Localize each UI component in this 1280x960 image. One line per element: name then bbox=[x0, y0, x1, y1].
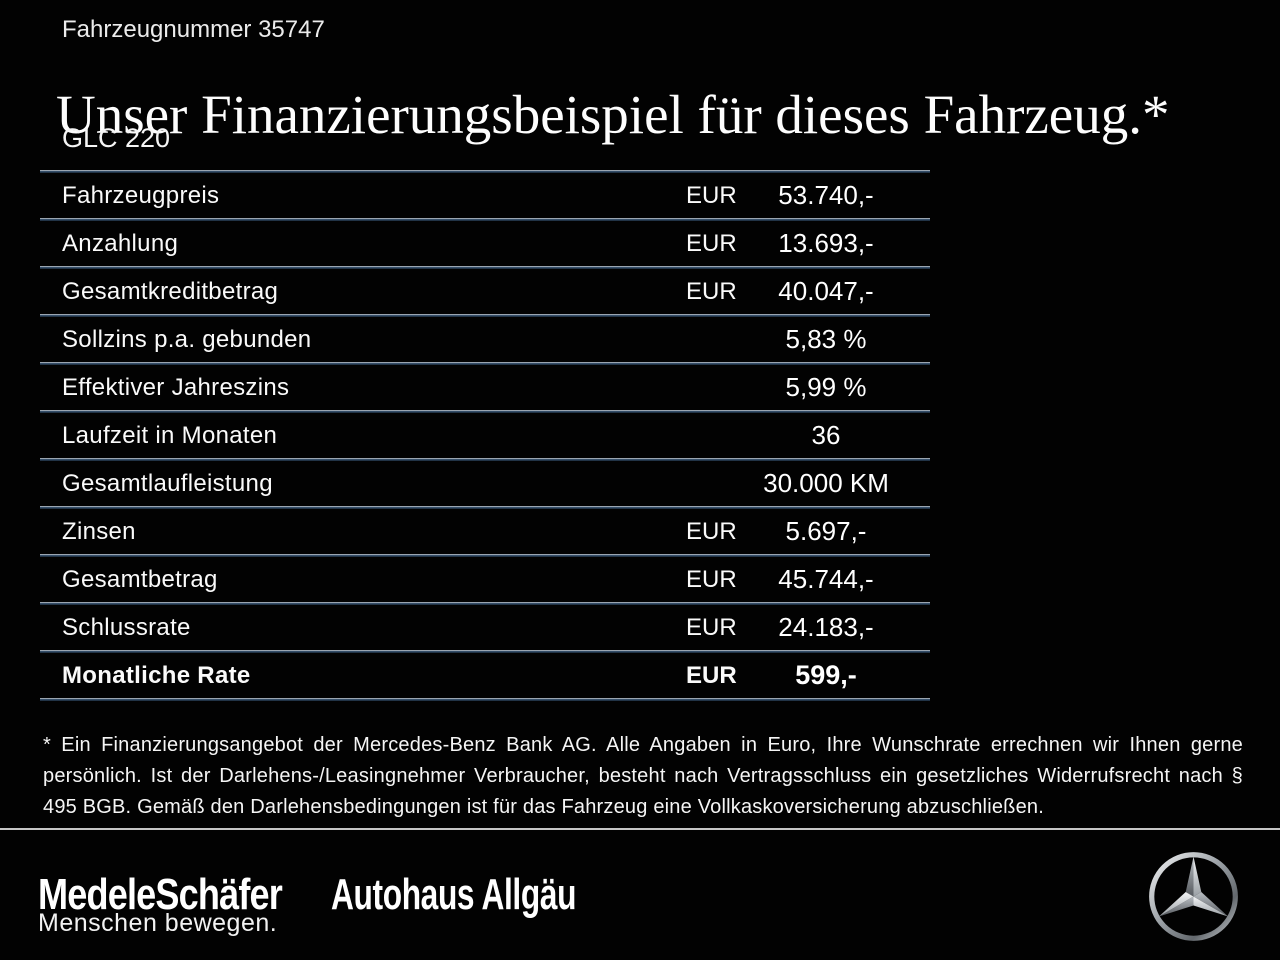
vehicle-model: GLC 220 bbox=[62, 123, 171, 153]
row-label: Laufzeit in Monaten bbox=[62, 421, 278, 449]
row-label: Effektiver Jahreszins bbox=[62, 373, 290, 401]
row-label: Zinsen bbox=[62, 517, 136, 545]
table-divider bbox=[40, 602, 930, 605]
table-row-monthly-rate: Monatliche Rate EUR 599,- bbox=[40, 653, 930, 698]
row-label: Schlussrate bbox=[62, 613, 191, 641]
table-row: Fahrzeugpreis EUR 53.740,- bbox=[40, 173, 930, 218]
row-currency: EUR bbox=[686, 181, 737, 209]
table-divider bbox=[40, 218, 930, 221]
table-divider bbox=[40, 554, 930, 557]
row-label: Gesamtkreditbetrag bbox=[62, 277, 279, 305]
row-label: Sollzins p.a. gebunden bbox=[62, 325, 312, 353]
row-value: 599,- bbox=[795, 660, 857, 690]
mercedes-star-icon bbox=[1149, 852, 1238, 941]
table-divider bbox=[40, 362, 930, 365]
row-currency: EUR bbox=[686, 229, 737, 257]
dealer-tagline: Menschen bewegen. bbox=[38, 909, 278, 937]
table-row: Anzahlung EUR 13.693,- bbox=[40, 221, 930, 266]
row-value: 30.000 KM bbox=[763, 468, 889, 498]
vehicle-number: Fahrzeugnummer 35747 bbox=[62, 16, 325, 43]
row-label: Gesamtbetrag bbox=[62, 565, 218, 593]
table-divider bbox=[40, 410, 930, 413]
row-currency: EUR bbox=[686, 661, 737, 689]
table-divider bbox=[40, 506, 930, 509]
row-value: 53.740,- bbox=[778, 180, 874, 210]
row-value: 36 bbox=[811, 420, 841, 450]
row-value: 5.697,- bbox=[785, 516, 867, 546]
legal-disclaimer: * Ein Finanzierungsangebot der Mercedes-… bbox=[43, 734, 1243, 818]
table-divider bbox=[40, 314, 930, 317]
table-divider bbox=[40, 458, 930, 461]
dealer-logo-autohaus-allgaeu: Autohaus Allgäu bbox=[331, 870, 577, 919]
row-label: Gesamtlaufleistung bbox=[62, 469, 273, 497]
row-currency: EUR bbox=[686, 613, 737, 641]
table-row: Effektiver Jahreszins 5,99 % bbox=[40, 365, 930, 410]
row-value: 24.183,- bbox=[778, 612, 874, 642]
table-divider bbox=[40, 266, 930, 269]
table-row: Gesamtlaufleistung 30.000 KM bbox=[40, 461, 930, 506]
table-row: Laufzeit in Monaten 36 bbox=[40, 413, 930, 458]
row-currency: EUR bbox=[686, 277, 737, 305]
table-row: Zinsen EUR 5.697,- bbox=[40, 509, 930, 554]
row-value: 45.744,- bbox=[778, 564, 874, 594]
table-divider bbox=[40, 650, 930, 653]
dealer-logo-medeleschaefer: MedeleSchäfer bbox=[38, 870, 283, 919]
page-title: Unser Finanzierungsbeispiel für dieses F… bbox=[56, 83, 1170, 145]
table-divider bbox=[40, 698, 930, 701]
row-value: 13.693,- bbox=[778, 228, 874, 258]
financing-table: Fahrzeugpreis EUR 53.740,- Anzahlung EUR… bbox=[40, 170, 930, 701]
row-label: Anzahlung bbox=[62, 229, 179, 257]
row-value: 5,83 % bbox=[785, 324, 867, 354]
table-divider bbox=[40, 170, 930, 173]
row-label: Monatliche Rate bbox=[62, 661, 251, 689]
row-value: 40.047,- bbox=[778, 276, 874, 306]
table-row: Sollzins p.a. gebunden 5,83 % bbox=[40, 317, 930, 362]
row-currency: EUR bbox=[686, 517, 737, 545]
row-value: 5,99 % bbox=[785, 372, 867, 402]
footer-separator-line bbox=[0, 828, 1280, 830]
table-row: Schlussrate EUR 24.183,- bbox=[40, 605, 930, 650]
row-currency: EUR bbox=[686, 565, 737, 593]
row-label: Fahrzeugpreis bbox=[62, 181, 220, 209]
table-row: Gesamtkreditbetrag EUR 40.047,- bbox=[40, 269, 930, 314]
table-row: Gesamtbetrag EUR 45.744,- bbox=[40, 557, 930, 602]
